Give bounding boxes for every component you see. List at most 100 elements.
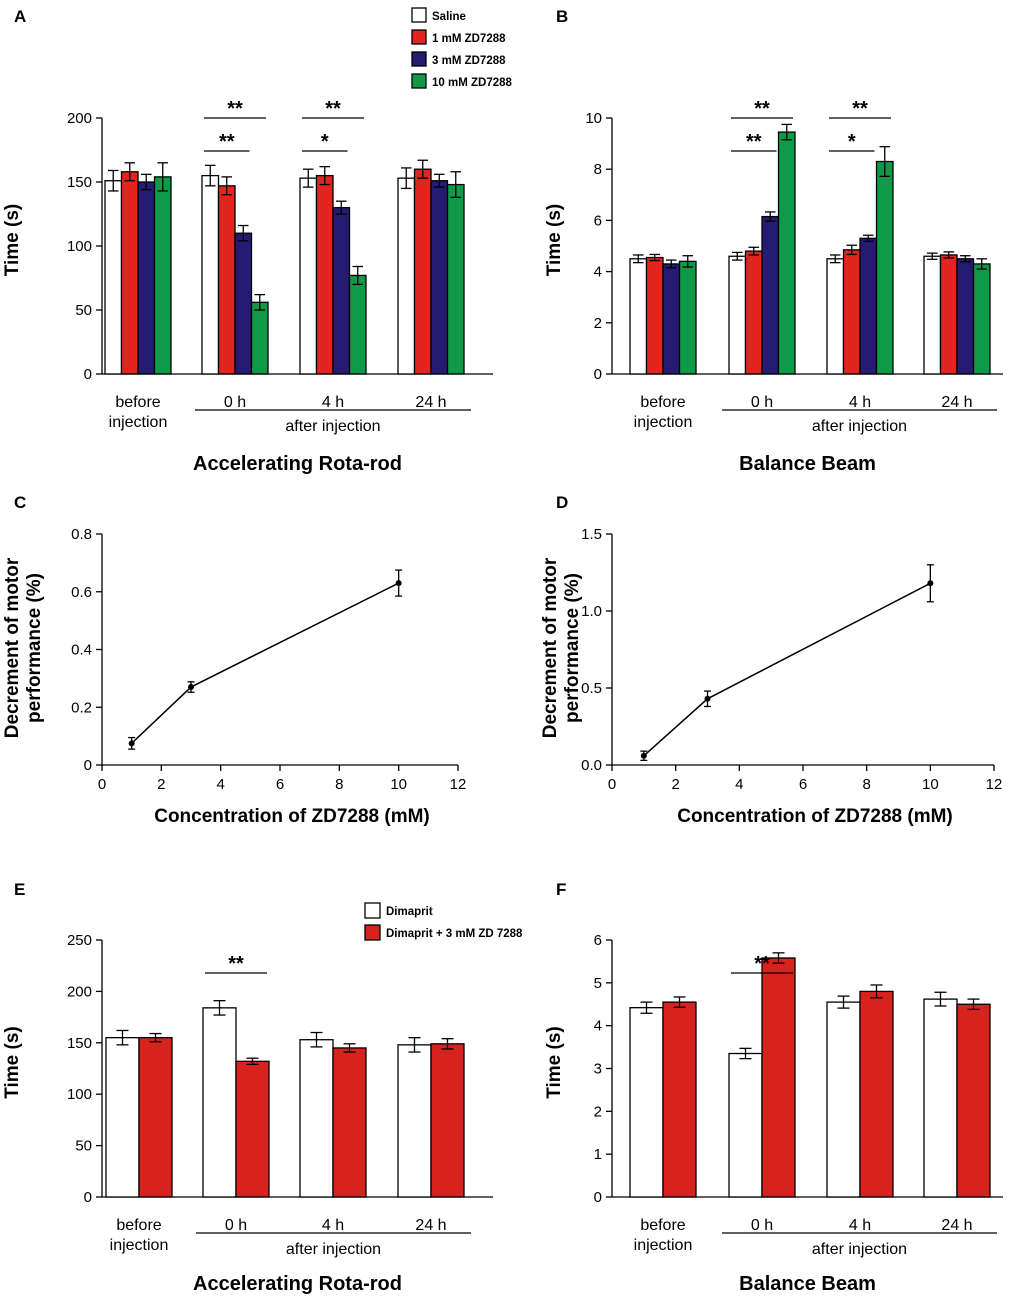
legend-label-10mm: 10 mM ZD7288 [432, 77, 513, 89]
category-label: before [116, 1217, 161, 1234]
bar [629, 1007, 664, 1198]
significance-label: ** [228, 953, 244, 975]
category-label: 0 h [225, 1217, 247, 1234]
bar [728, 1052, 763, 1198]
significance-label: ** [746, 131, 762, 153]
chart-f: 0 1 2 3 4 5 6 Time (s) before injection 0 h 4 h 24 h… [544, 932, 1003, 1295]
bar [972, 263, 991, 375]
data-point [704, 695, 711, 702]
significance-label: ** [754, 98, 770, 120]
group-label: after injection [812, 418, 907, 435]
chart-b: 0 2 4 6 8 10 Time (s) before injection 0 h 4 h 24 h… [544, 98, 1003, 475]
group-label: after injection [812, 1241, 907, 1258]
bar [105, 1037, 140, 1198]
x-tick-label: 6 [799, 776, 807, 793]
panel-letter-e: E [14, 880, 25, 899]
bar [234, 232, 253, 375]
y-axis-title-line2: performance (%) [24, 573, 45, 723]
x-axis-title: Concentration of ZD7288 (mM) [677, 806, 953, 827]
data-line [643, 582, 931, 757]
bar [413, 168, 432, 375]
legend-label-saline: Saline [432, 11, 466, 23]
group-label: after injection [286, 1241, 381, 1258]
legend-swatch-3mm [411, 51, 427, 67]
panel-letter-a: A [14, 7, 26, 26]
legend-label-3mm: 3 mM ZD7288 [432, 55, 506, 67]
panel-letter-f: F [556, 880, 566, 899]
y-tick-label: 0 [594, 366, 602, 383]
data-point [128, 740, 135, 747]
y-axis-title: Time (s) [2, 204, 23, 277]
bar [826, 1001, 861, 1198]
x-tick-label: 4 [216, 776, 224, 793]
y-tick-label: 0.2 [71, 699, 92, 716]
chart-c: 0 0.2 0.4 0.6 0.8 0 2 4 6 8 10 12 Concentration of Z… [2, 526, 466, 827]
significance-label: ** [219, 131, 235, 153]
bar [939, 254, 958, 375]
y-tick-label: 0 [84, 757, 92, 774]
y-tick-label: 150 [67, 1035, 92, 1052]
bar [299, 177, 318, 375]
bar [153, 176, 172, 375]
y-tick-label: 0.0 [581, 757, 602, 774]
bar [923, 998, 958, 1198]
bar [120, 171, 139, 375]
legend-label-dimaprit-zd: Dimaprit + 3 mM ZD 7288 [386, 928, 523, 940]
bar [430, 1043, 465, 1198]
y-tick-label: 0 [84, 1189, 92, 1206]
y-tick-label: 6 [594, 932, 602, 949]
x-tick-label: 12 [986, 776, 1003, 793]
bar [826, 258, 845, 375]
bar [137, 181, 156, 375]
panel-letter-b: B [556, 7, 568, 26]
chart-title: Balance Beam [739, 453, 876, 475]
x-tick-label: 6 [276, 776, 284, 793]
group-label: after injection [285, 418, 380, 435]
legend-swatch-10mm [411, 73, 427, 89]
chart-a: 0 50 100 150 200 Time (s) before injection 0 h 4 … [2, 98, 493, 475]
category-label: before [640, 394, 685, 411]
legend-swatch-dimaprit [364, 902, 381, 919]
x-tick-label: 10 [390, 776, 407, 793]
x-tick-label: 10 [922, 776, 939, 793]
y-tick-label: 50 [75, 302, 92, 319]
x-tick-label: 2 [671, 776, 679, 793]
bar [629, 258, 648, 375]
y-axis-title-line1: Decrement of motor [540, 557, 561, 738]
bar [859, 237, 878, 375]
category-label: 4 h [322, 394, 344, 411]
bar [761, 957, 796, 1198]
bar [956, 1003, 991, 1198]
chart-title: Accelerating Rota-rod [193, 1273, 402, 1295]
category-label: injection [109, 414, 168, 431]
bar [217, 185, 236, 375]
bar [250, 301, 269, 375]
bar [728, 255, 747, 375]
significance-label: * [321, 131, 329, 153]
y-tick-label: 4 [594, 264, 602, 281]
bar [678, 260, 697, 375]
bar [859, 990, 894, 1198]
bar [875, 160, 894, 375]
y-tick-label: 150 [67, 174, 92, 191]
data-point [188, 684, 194, 691]
legend-label-dimaprit: Dimaprit [386, 906, 433, 918]
bar [332, 206, 351, 375]
data-point [640, 752, 647, 759]
x-tick-label: 0 [608, 776, 616, 793]
x-tick-label: 8 [335, 776, 343, 793]
y-axis-title-line2: performance (%) [562, 573, 583, 723]
y-tick-label: 3 [594, 1061, 602, 1078]
category-label: injection [634, 414, 693, 431]
x-tick-label: 0 [98, 776, 106, 793]
data-point [927, 580, 934, 587]
category-label: before [640, 1217, 685, 1234]
legend-top: Saline 1 mM ZD7288 3 mM ZD7288 10 mM ZD7… [411, 7, 513, 89]
bar [104, 180, 123, 375]
y-tick-label: 4 [594, 1018, 602, 1035]
category-label: 4 h [849, 1217, 871, 1234]
y-tick-label: 50 [75, 1138, 92, 1155]
panel-letter-c: C [14, 493, 26, 512]
chart-title: Balance Beam [739, 1273, 876, 1295]
